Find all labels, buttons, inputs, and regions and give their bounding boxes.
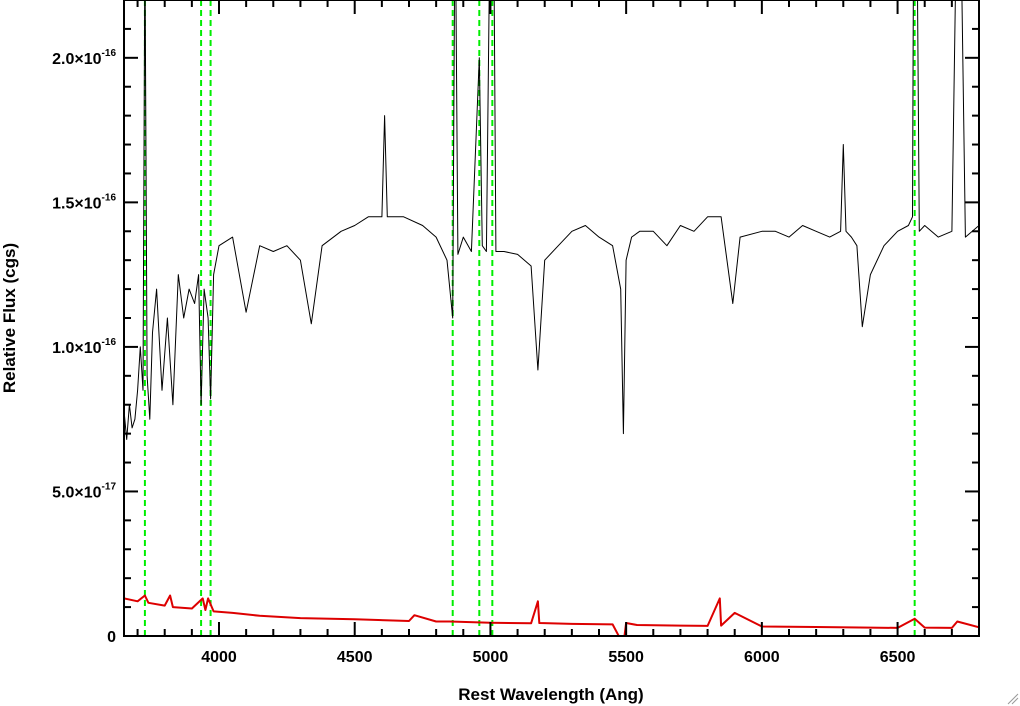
reference-lines xyxy=(143,0,916,636)
resize-grip-icon[interactable] xyxy=(1007,693,1019,705)
x-tick-label: 4500 xyxy=(337,649,373,666)
y-axis-title: Relative Flux (cgs) xyxy=(0,243,19,393)
y-tick-label: 2.0×10-16 xyxy=(52,48,116,68)
y-tick-label: 1.5×10-16 xyxy=(52,192,116,212)
x-tick-label: 4000 xyxy=(201,649,237,666)
error-series-line xyxy=(124,594,979,636)
y-tick-label: 1.0×10-16 xyxy=(52,337,116,357)
plot-frame xyxy=(123,0,980,637)
y-tick-label: 5.0×10-17 xyxy=(52,481,116,501)
tick-labels: 4000 4500 5000 5500 6000 6500 0 5.0×10-17 1.0×10… xyxy=(52,48,915,666)
x-axis-title: Rest Wavelength (Ang) xyxy=(458,685,643,704)
x-tick-label: 5000 xyxy=(473,649,509,666)
x-tick-label: 6000 xyxy=(744,649,780,666)
series-group xyxy=(124,0,979,636)
y-tick-label: 0 xyxy=(107,629,116,646)
x-tick-label: 5500 xyxy=(608,649,644,666)
spectrum-series-line xyxy=(124,0,979,440)
x-tick-label: 6500 xyxy=(880,649,916,666)
axes-group xyxy=(123,0,980,637)
